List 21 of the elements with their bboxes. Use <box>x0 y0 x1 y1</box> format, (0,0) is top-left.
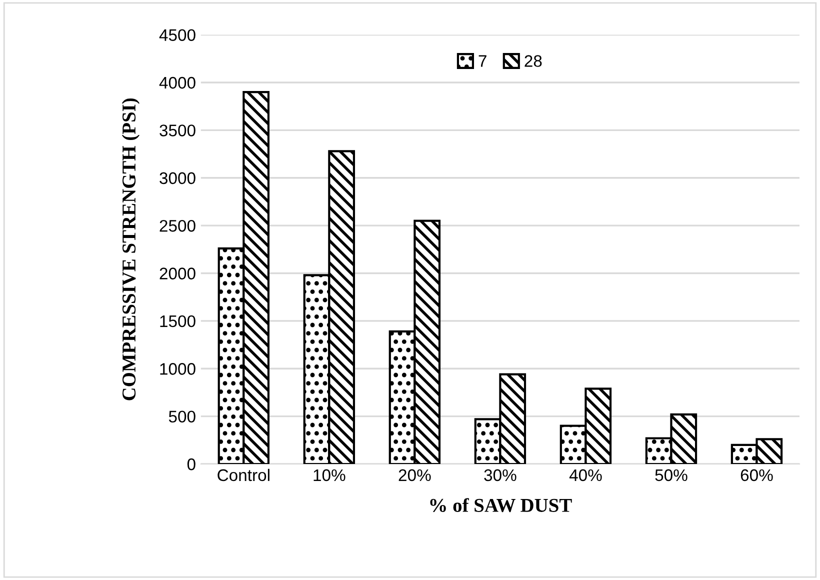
x-tick-label: 30% <box>484 469 516 482</box>
y-tick-label: 2500 <box>160 220 196 232</box>
legend-label: 28 <box>524 55 542 67</box>
x-tick-label: 20% <box>398 469 431 482</box>
y-tick-label: 0 <box>187 458 196 470</box>
y-tick-label: 4000 <box>159 76 196 89</box>
y-tick-label: 3500 <box>160 124 196 136</box>
x-tick-label: 50% <box>655 469 688 482</box>
y-tick-label: 2000 <box>160 268 196 280</box>
x-tick-label: 60% <box>740 469 773 482</box>
y-axis-title: COMPRESSIVE STRENGTH (PSI) <box>122 98 140 400</box>
legend-label: 7 <box>478 55 486 67</box>
y-tick-label: 500 <box>168 410 196 423</box>
y-tick-label: 3000 <box>160 172 196 184</box>
x-axis-title: % of SAW DUST <box>430 498 572 512</box>
y-tick-label: 4500 <box>159 29 196 42</box>
x-tick-label: 10% <box>314 469 346 482</box>
x-tick-label: Control <box>218 468 270 482</box>
y-tick-label: 1000 <box>160 363 196 375</box>
x-tick-label: 40% <box>569 469 602 482</box>
y-tick-label: 1500 <box>160 315 196 328</box>
